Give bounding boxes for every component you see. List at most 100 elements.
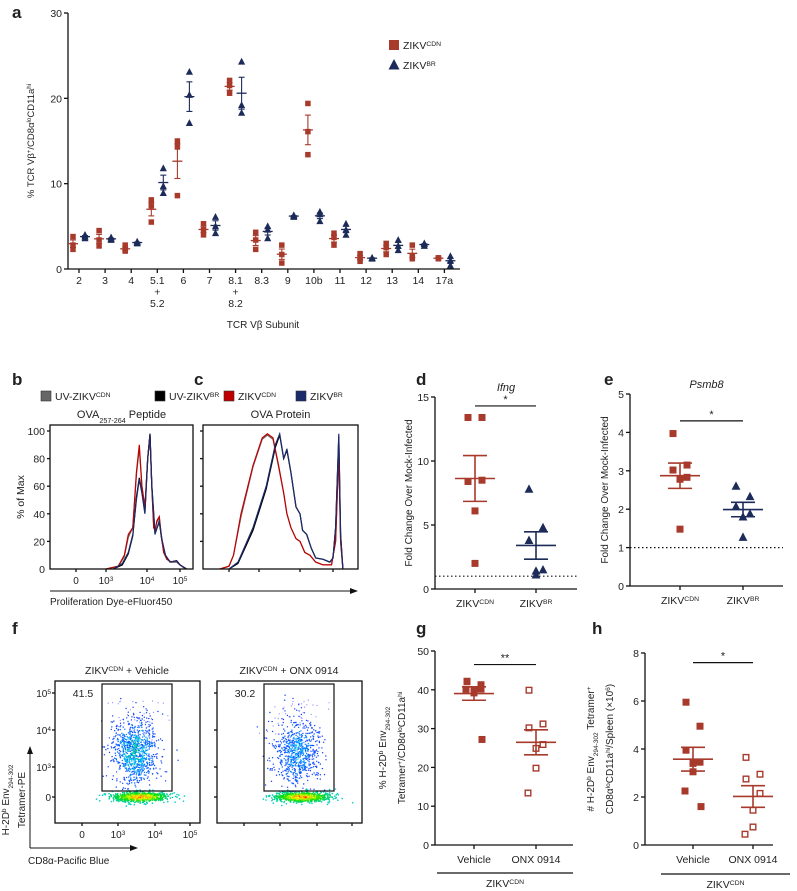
flow-event-dot <box>119 728 122 731</box>
label-part: 5 <box>47 689 51 696</box>
flow-event-dot <box>275 733 277 735</box>
data-point <box>383 240 389 247</box>
flow-event-dot <box>324 739 326 741</box>
flow-event-dot <box>110 728 113 731</box>
flow-events <box>256 694 354 807</box>
flow-event-dot <box>129 770 131 773</box>
flow-event-dot <box>142 766 144 768</box>
flow-event-dot <box>151 700 154 702</box>
label-part: ONX 0914 <box>511 854 560 866</box>
flow-event-dot <box>294 748 297 750</box>
label-part: CDN <box>261 392 276 399</box>
flow-event-dot <box>152 767 155 769</box>
flow-event-dot <box>315 800 318 803</box>
flow-event-dot <box>146 777 149 779</box>
flow-event-dot <box>297 753 299 755</box>
flow-event-dot <box>319 774 322 776</box>
flow-event-dot <box>132 770 135 773</box>
flow-event-dot <box>139 753 141 755</box>
flow-event-dot <box>300 744 303 746</box>
flow-event-dot <box>132 773 134 775</box>
flow-event-dot <box>159 738 162 740</box>
flow-event-dot <box>128 740 130 743</box>
label-part: 4 <box>47 726 51 733</box>
x-tick-label: 5.1 <box>150 275 165 287</box>
flow-event-dot <box>174 801 176 803</box>
flow-event-dot <box>134 726 136 728</box>
flow-event-dot <box>273 795 275 798</box>
flow-event-dot <box>305 719 308 722</box>
flow-event-dot <box>297 732 299 734</box>
data-point <box>463 677 471 685</box>
flow-event-dot <box>321 767 324 770</box>
flow-event-dot <box>142 753 144 755</box>
flow-event-dot <box>298 747 300 749</box>
label-part: /CD8α <box>26 122 37 150</box>
data-point <box>226 77 233 84</box>
data-point <box>357 250 363 257</box>
flow-event-dot <box>130 743 132 746</box>
flow-event-dot <box>140 766 142 768</box>
y-tick-label: 5 <box>423 520 429 532</box>
flow-event-dot <box>265 729 268 731</box>
flow-event-dot <box>127 743 130 745</box>
data-point <box>185 119 193 127</box>
flow-event-dot <box>143 734 145 736</box>
flow-event-dot <box>165 796 167 798</box>
flow-event-dot <box>305 740 307 743</box>
flow-event-dot <box>300 745 302 747</box>
data-point <box>524 484 534 493</box>
group-label: ZIKVCDN <box>706 879 744 891</box>
flow-event-dot <box>126 769 128 771</box>
flow-event-dot <box>290 794 293 796</box>
flow-event-dot <box>130 736 132 738</box>
flow-event-dot <box>312 798 314 801</box>
flow-event-dot <box>298 733 300 735</box>
flow-event-dot <box>272 802 275 804</box>
data-point <box>756 770 764 778</box>
flow-event-dot <box>145 736 147 738</box>
flow-event-dot <box>299 748 301 750</box>
flow-event-dot <box>129 733 132 735</box>
flow-event-dot <box>176 749 178 751</box>
flow-event-dot <box>135 766 138 768</box>
flow-event-dot <box>328 800 331 803</box>
panel-label: d <box>416 370 426 389</box>
data-point <box>525 686 533 694</box>
flow-event-dot <box>146 744 148 746</box>
flow-event-dot <box>168 719 170 721</box>
flow-event-dot <box>116 748 119 750</box>
flow-event-dot <box>317 772 320 774</box>
arrowhead-icon <box>27 746 33 754</box>
flow-event-dot <box>292 742 294 744</box>
flow-event-dot <box>300 730 302 732</box>
flow-event-dot <box>147 767 149 769</box>
label-part: ZIKV <box>239 665 262 677</box>
flow-event-dot <box>160 797 162 799</box>
flow-event-dot <box>161 791 164 794</box>
flow-event-dot <box>265 799 267 801</box>
flow-event-dot <box>308 761 310 763</box>
label-part: hi <box>397 692 404 697</box>
flow-event-dot <box>163 795 166 798</box>
flow-event-dot <box>143 716 145 718</box>
flow-event-dot <box>141 724 143 726</box>
flow-event-dot <box>145 754 148 756</box>
flow-event-dot <box>119 757 122 759</box>
y-tick-label: 80 <box>33 454 45 466</box>
flow-event-dot <box>143 752 146 755</box>
flow-event-dot <box>112 738 114 740</box>
flow-event-dot <box>284 699 286 701</box>
flow-event-dot <box>143 794 145 796</box>
flow-event-dot <box>146 761 148 763</box>
flow-event-dot <box>298 704 300 706</box>
flow-event-dot <box>136 745 138 748</box>
flow-event-dot <box>308 732 311 734</box>
flow-event-dot <box>149 721 151 723</box>
flow-event-dot <box>298 741 300 744</box>
flow-event-dot <box>327 797 330 800</box>
flow-event-dot <box>146 765 148 767</box>
flow-event-dot <box>316 778 319 780</box>
flow-event-dot <box>289 799 291 801</box>
flow-event-dot <box>139 764 141 766</box>
